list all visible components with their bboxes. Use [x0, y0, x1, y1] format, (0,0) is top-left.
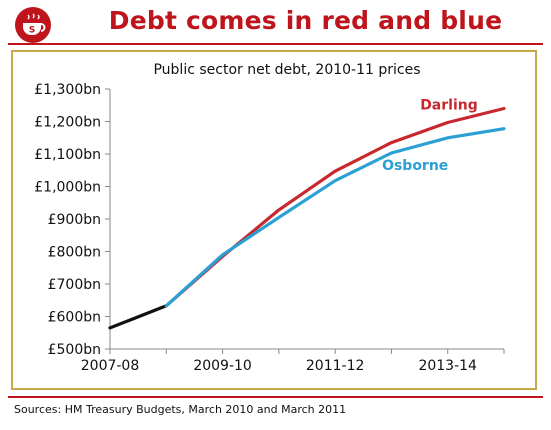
svg-text:S: S: [29, 26, 35, 36]
source-note: Sources: HM Treasury Budgets, March 2010…: [14, 403, 347, 416]
series-label-osborne: Osborne: [382, 158, 448, 174]
chart-title: Public sector net debt, 2010-11 prices: [153, 62, 420, 78]
y-tick-label: £600bn: [48, 310, 101, 326]
y-tick-label: £700bn: [48, 277, 101, 293]
footer-divider: [8, 396, 543, 398]
page-title: Debt comes in red and blue: [108, 6, 503, 35]
y-tick-label: £900bn: [48, 212, 101, 228]
y-tick-label: £1,200bn: [34, 115, 101, 131]
series-label-darling: Darling: [420, 97, 478, 113]
series-line-osborne: [164, 127, 506, 308]
series-line-history: [108, 304, 168, 330]
x-tick-label: 2009-10: [193, 358, 252, 374]
title-divider: [8, 43, 543, 45]
y-tick-label: £1,100bn: [34, 147, 101, 163]
x-tick-label: 2007-08: [81, 358, 140, 374]
x-tick-label: 2011-12: [306, 358, 365, 374]
y-tick-label: £800bn: [48, 245, 101, 261]
y-tick-label: £500bn: [48, 342, 101, 358]
x-tick-label: 2013-14: [418, 358, 477, 374]
y-tick-label: £1,000bn: [34, 180, 101, 196]
debt-line-chart: Public sector net debt, 2010-11 prices £5…: [34, 62, 506, 374]
teacup-logo-icon: S: [15, 7, 51, 43]
y-tick-label: £1,300bn: [34, 82, 101, 98]
chart-frame: Public sector net debt, 2010-11 prices £5…: [11, 50, 537, 390]
